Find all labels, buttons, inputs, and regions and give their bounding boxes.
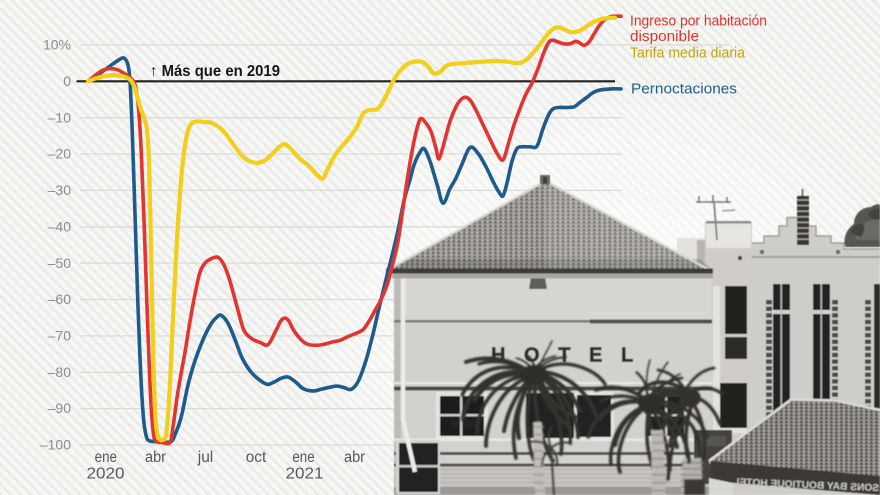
svg-text:ene: ene bbox=[95, 449, 117, 466]
svg-text:↑ Más que en 2019: ↑ Más que en 2019 bbox=[150, 63, 280, 80]
svg-text:–60: –60 bbox=[48, 291, 72, 307]
svg-text:Pernoctaciones: Pernoctaciones bbox=[631, 82, 737, 98]
svg-text:–10: –10 bbox=[48, 109, 72, 125]
svg-text:10%: 10% bbox=[43, 37, 71, 53]
svg-text:–70: –70 bbox=[48, 328, 72, 344]
svg-text:Tarifa media diaria: Tarifa media diaria bbox=[630, 46, 746, 62]
svg-text:0: 0 bbox=[63, 73, 71, 89]
svg-text:2021: 2021 bbox=[286, 466, 324, 483]
svg-text:–40: –40 bbox=[48, 218, 72, 234]
svg-text:HOTEL: HOTEL bbox=[491, 345, 652, 367]
svg-text:abr: abr bbox=[344, 449, 365, 466]
svg-text:abr: abr bbox=[145, 449, 166, 466]
svg-text:–30: –30 bbox=[48, 182, 72, 198]
svg-text:ene: ene bbox=[292, 449, 314, 466]
svg-text:jul: jul bbox=[197, 449, 213, 466]
svg-text:2020: 2020 bbox=[87, 466, 125, 483]
svg-text:Ingreso por habitación: Ingreso por habitación bbox=[630, 14, 767, 30]
svg-text:–100: –100 bbox=[40, 437, 71, 453]
svg-text:–90: –90 bbox=[48, 400, 72, 416]
svg-text:–80: –80 bbox=[48, 364, 72, 380]
svg-text:–20: –20 bbox=[48, 146, 72, 162]
svg-text:oct: oct bbox=[246, 449, 267, 466]
svg-text:disponible: disponible bbox=[630, 29, 699, 45]
svg-text:–50: –50 bbox=[48, 255, 72, 271]
